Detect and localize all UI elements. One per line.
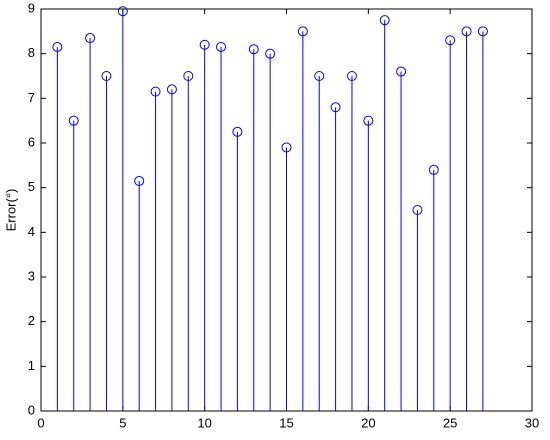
stem-marker <box>396 66 407 77</box>
stem-marker <box>68 115 79 126</box>
y-tick-label: 2 <box>28 313 35 328</box>
stem-marker <box>314 71 325 81</box>
x-tick-label: 15 <box>279 415 293 430</box>
x-tick-label: 0 <box>37 415 44 430</box>
x-tick-label: 25 <box>443 415 457 430</box>
stem-marker <box>412 205 423 215</box>
y-tick-label: 5 <box>28 179 35 194</box>
x-tick-label: 5 <box>119 415 126 430</box>
stem-marker <box>183 71 194 81</box>
stem-marker <box>330 102 341 113</box>
stem-marker <box>363 115 374 126</box>
x-tick-label: 10 <box>197 415 211 430</box>
stem-marker <box>85 33 96 44</box>
stem-marker <box>199 39 210 50</box>
y-tick-label: 8 <box>28 45 35 60</box>
stem-marker <box>52 41 63 52</box>
stem-marker <box>297 26 308 37</box>
stem-marker <box>117 6 128 17</box>
stem-marker <box>477 26 488 37</box>
stem-marker <box>428 164 439 175</box>
stem-marker <box>265 48 276 59</box>
y-tick-label: 4 <box>28 224 35 239</box>
y-tick-label: 3 <box>28 268 35 283</box>
x-tick-label: 20 <box>361 415 375 430</box>
stem-marker <box>461 26 472 37</box>
y-tick-label: 0 <box>28 402 35 417</box>
stem-marker <box>281 142 292 153</box>
y-axis-label: Error(°) <box>3 189 18 232</box>
stem-marker <box>445 35 456 46</box>
stem-marker <box>101 71 112 81</box>
y-tick-label: 1 <box>28 358 35 373</box>
stem-marker <box>346 71 357 81</box>
stem-marker <box>150 86 161 97</box>
x-tick-label: 30 <box>525 415 539 430</box>
stem-marker <box>248 44 259 55</box>
stem-marker <box>216 41 227 52</box>
stem-marker <box>134 175 145 186</box>
stem-marker <box>166 84 177 95</box>
stem-marker <box>232 126 243 137</box>
stem-marker <box>379 15 390 26</box>
y-tick-label: 7 <box>28 90 35 105</box>
y-tick-label: 6 <box>28 134 35 149</box>
y-tick-label: 9 <box>28 0 35 15</box>
